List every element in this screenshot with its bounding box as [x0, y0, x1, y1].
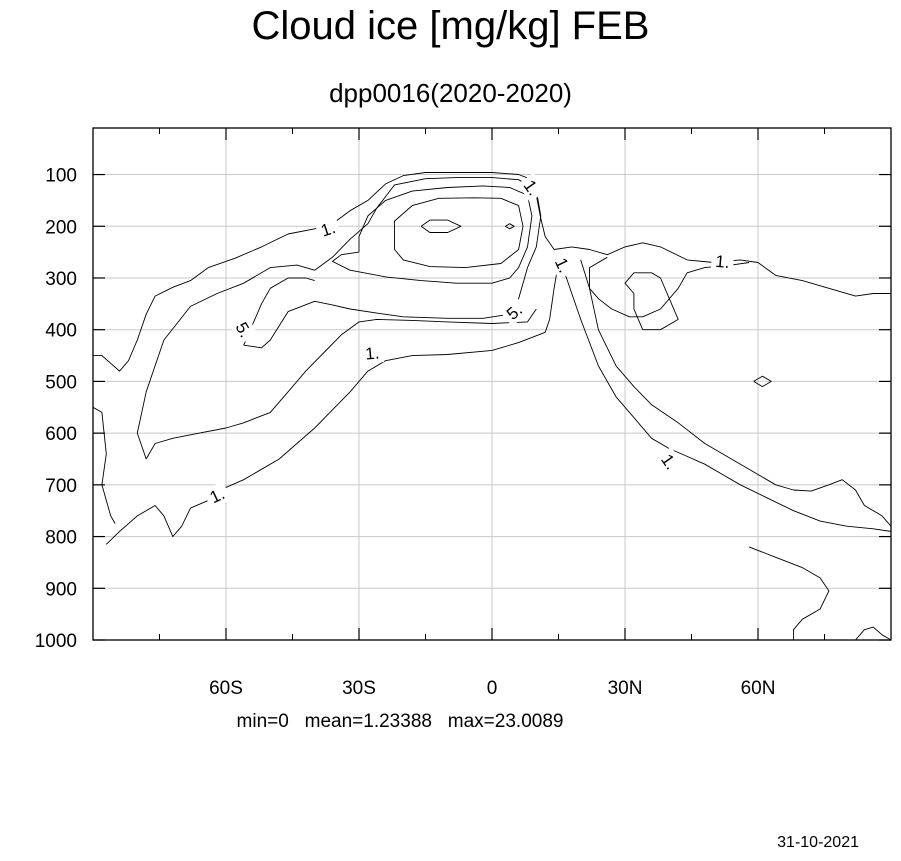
chart-subtitle: dpp0016(2020-2020) [329, 78, 572, 108]
x-tick-label-4: 60N [741, 678, 776, 699]
y-tick-label-2: 300 [45, 269, 77, 290]
x-tick-label-0: 60S [209, 678, 243, 699]
contour-line-2 [92, 406, 116, 524]
contour-line-9 [243, 277, 315, 346]
contour-line-16 [753, 375, 772, 388]
y-tick-label-5: 600 [45, 424, 77, 445]
svg-text:1.: 1. [715, 252, 731, 272]
contour-label-3: 1. [710, 250, 735, 273]
stats-summary: min=0 mean=1.23388 max=23.0089 [236, 711, 564, 732]
svg-text:1.: 1. [318, 218, 337, 240]
contour-line-10 [589, 256, 750, 318]
y-tick-label-7: 800 [45, 528, 77, 549]
contour-line-3 [105, 262, 559, 545]
contour-label-8: 5. [229, 315, 258, 345]
contour-line-14 [505, 223, 515, 230]
contour-line-6 [855, 626, 892, 641]
contour-line-7 [136, 177, 542, 460]
plot-date: 31-10-2021 [777, 834, 859, 851]
svg-text:1.: 1. [657, 451, 681, 474]
y-tick-label-3: 400 [45, 321, 77, 342]
contour-labels: 1. 1. 1. 1. 1. 1. 1. 5. 5. [202, 172, 735, 509]
contour-label-6: 1. [654, 446, 684, 477]
chart-title: Cloud ice [mg/kg] FEB [251, 4, 650, 48]
y-tick-label-4: 500 [45, 372, 77, 393]
x-tick-label-1: 30S [342, 678, 376, 699]
contour-line-13 [420, 219, 462, 233]
contour-label-0: 1. [314, 215, 342, 242]
y-tick-label-0: 100 [45, 166, 77, 187]
x-axis-tick-labels: 60S 30S 0 30N 60N [209, 678, 775, 699]
contour-line-15 [624, 272, 679, 331]
contour-line-8 [145, 308, 537, 460]
y-tick-label-1: 200 [45, 217, 77, 238]
contour-line-4 [580, 259, 892, 527]
contour-label-2: 1. [549, 250, 577, 280]
y-tick-label-8: 900 [45, 579, 77, 600]
y-axis-tick-labels: 100 200 300 400 500 600 700 800 900 1000 [35, 166, 77, 652]
svg-text:1.: 1. [520, 177, 544, 200]
y-tick-label-6: 700 [45, 476, 77, 497]
contour-label-1: 1. [517, 172, 547, 203]
y-tick-label-9: 1000 [35, 631, 77, 652]
grid-lines [93, 128, 891, 641]
x-tick-label-3: 30N [608, 678, 643, 699]
contour-line-11 [331, 185, 533, 284]
contour-line-12 [394, 197, 524, 269]
contour-label-7: 5. [499, 296, 530, 327]
svg-text:5.: 5. [503, 300, 526, 324]
axis-ticks [93, 128, 891, 641]
x-tick-label-2: 0 [487, 678, 498, 699]
contour-label-4: 1. [360, 342, 385, 364]
svg-text:1.: 1. [364, 343, 380, 363]
contour-line-5 [748, 546, 830, 640]
contour-label-5: 1. [202, 481, 232, 509]
contour-line-1 [562, 267, 892, 532]
